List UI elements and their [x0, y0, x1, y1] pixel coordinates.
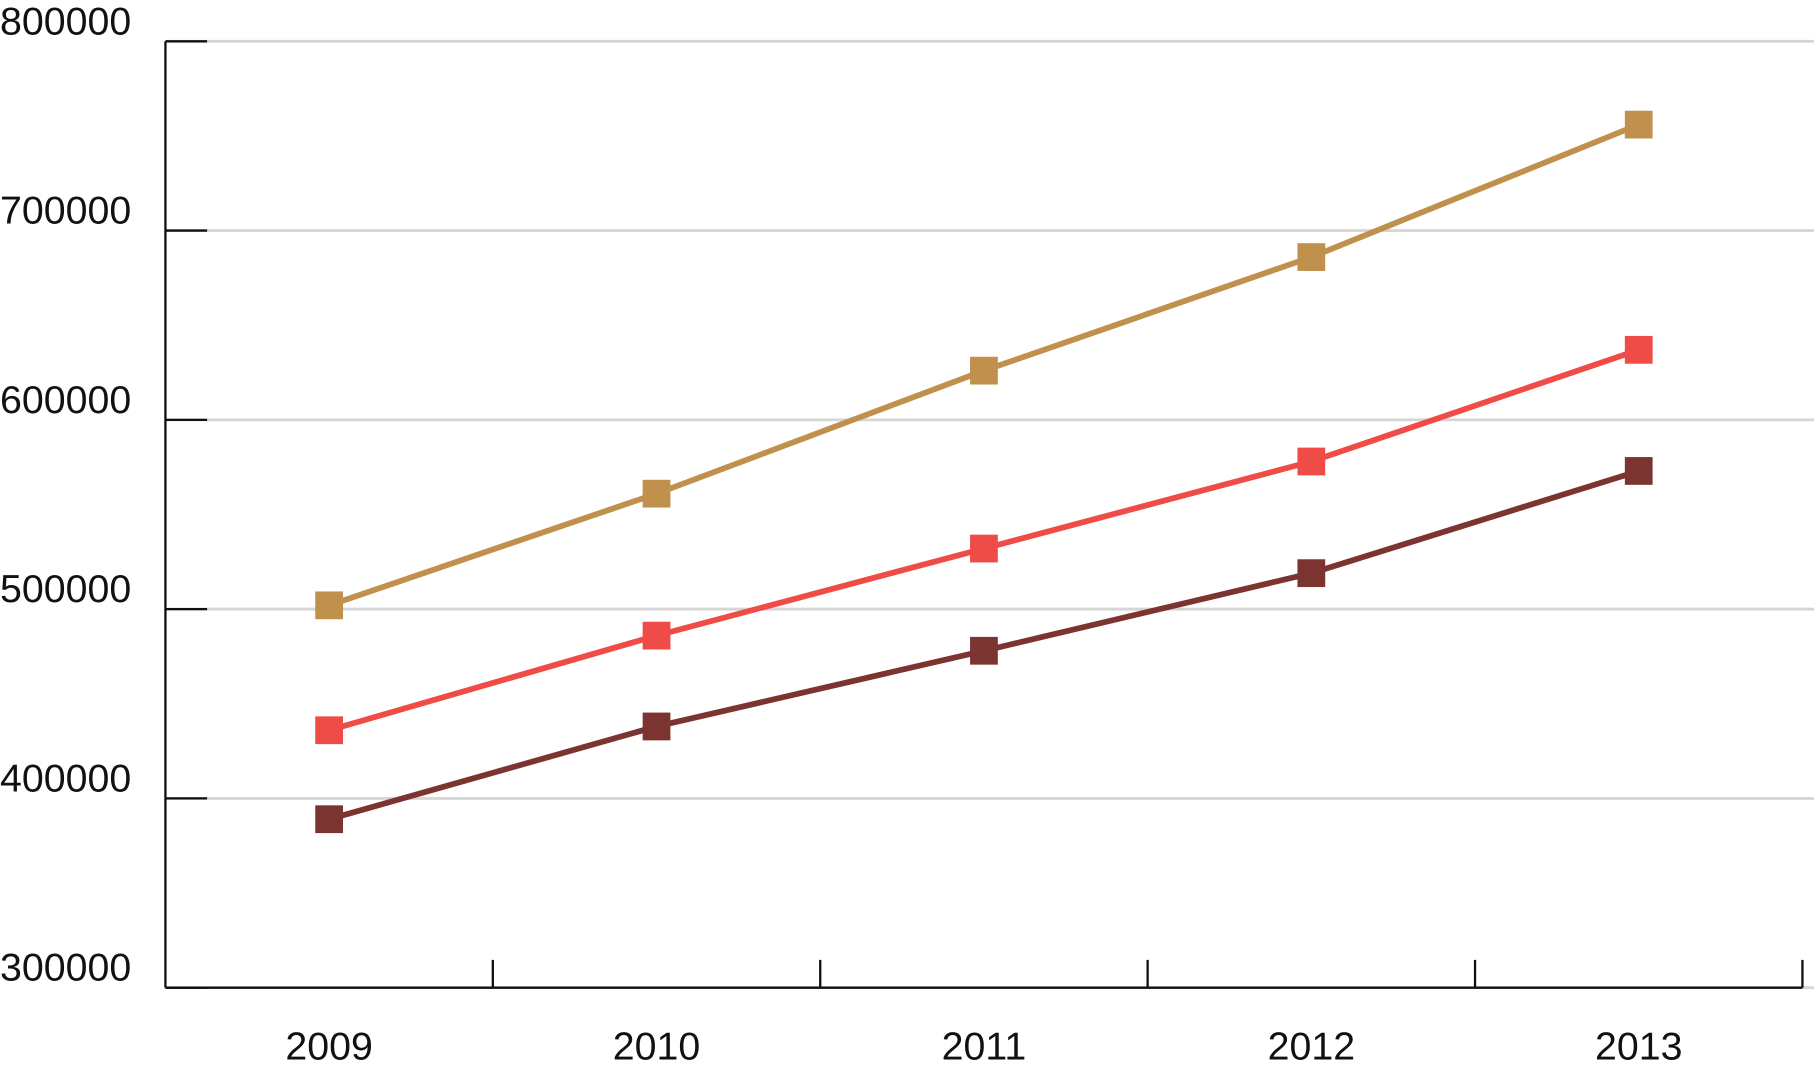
point-marker: [315, 805, 344, 834]
point-marker: [1624, 335, 1653, 364]
point-marker: [970, 636, 998, 665]
x-tick-label: 2012: [1268, 1024, 1355, 1066]
y-tick-label: 700000: [0, 189, 131, 233]
point-marker: [315, 716, 344, 745]
y-tick-label: 400000: [0, 756, 131, 800]
x-tick-label: 2011: [942, 1024, 1027, 1066]
y-tick-label: 500000: [0, 567, 131, 611]
point-marker: [1297, 559, 1326, 588]
point-marker: [315, 591, 344, 620]
point-marker: [642, 479, 671, 508]
point-marker: [1297, 243, 1326, 271]
x-tick-label: 2013: [1595, 1024, 1683, 1066]
y-tick-label: 800000: [0, 0, 131, 43]
point-marker: [642, 712, 671, 741]
point-marker: [1624, 110, 1653, 139]
point-marker: [970, 356, 998, 385]
y-tick-label: 600000: [0, 378, 131, 422]
x-tick-label: 2010: [613, 1024, 701, 1066]
y-tick-label: 300000: [0, 946, 131, 990]
point-marker: [642, 621, 671, 650]
point-marker: [970, 534, 998, 563]
point-marker: [1297, 447, 1326, 476]
x-tick-label: 2009: [285, 1024, 373, 1066]
point-marker: [1624, 457, 1653, 485]
